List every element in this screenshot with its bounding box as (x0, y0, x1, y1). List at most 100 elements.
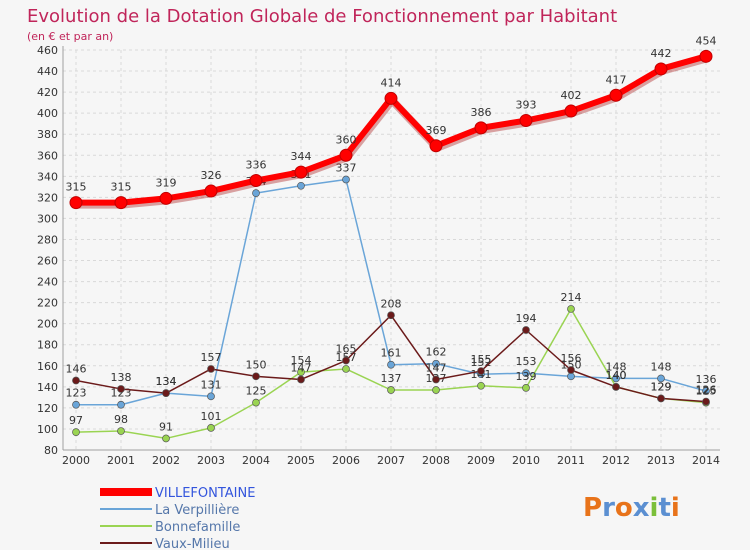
data-point-villefontaine (159, 191, 173, 205)
data-point-la-verpilliere (702, 387, 710, 395)
data-label-villefontaine: 315 (66, 181, 87, 194)
data-label-vaux-milieu: 147 (426, 361, 447, 374)
data-point-villefontaine (294, 165, 308, 179)
data-label-vaux-milieu: 129 (651, 380, 672, 393)
data-label-vaux-milieu: 134 (156, 375, 177, 388)
x-tick-label: 2006 (332, 454, 360, 467)
data-point-la-verpilliere (387, 360, 395, 369)
x-tick-label: 2013 (647, 454, 675, 467)
data-point-bonnefamille (477, 381, 485, 390)
data-point-la-verpilliere (432, 359, 440, 368)
x-tick-label: 2001 (107, 454, 135, 467)
data-point-vaux-milieu (522, 326, 530, 334)
data-label-vaux-milieu: 140 (606, 369, 627, 382)
data-point-villefontaine (339, 148, 353, 162)
data-point-la-verpilliere (567, 372, 575, 381)
data-point-vaux-milieu (207, 365, 215, 373)
chart-title: Evolution de la Dotation Globale de Fonc… (27, 6, 617, 27)
data-point-la-verpilliere (612, 374, 620, 383)
data-point-villefontaine (699, 49, 713, 63)
data-label-vaux-milieu: 155 (471, 353, 492, 366)
data-point-la-verpilliere (297, 181, 305, 190)
data-label-vaux-milieu: 208 (381, 297, 402, 310)
data-label-villefontaine: 360 (336, 133, 357, 146)
legend-label-la-verpilliere: La Verpillière (155, 503, 239, 518)
data-point-bonnefamille (567, 305, 575, 313)
data-point-la-verpilliere (117, 400, 125, 409)
data-label-vaux-milieu: 146 (66, 363, 87, 376)
y-tick-label: 200 (37, 318, 58, 331)
data-point-vaux-milieu (162, 389, 170, 398)
data-point-vaux-milieu (702, 397, 710, 406)
data-label-la-verpilliere: 123 (66, 387, 87, 400)
y-tick-label: 380 (37, 128, 58, 141)
data-label-villefontaine: 386 (471, 106, 492, 119)
data-point-bonnefamille (117, 427, 125, 435)
data-label-villefontaine: 402 (561, 89, 582, 102)
data-label-bonnefamille: 125 (246, 385, 267, 398)
x-tick-label: 2009 (467, 454, 495, 467)
y-tick-label: 100 (37, 423, 58, 436)
proxiti-logo: Proxiti (583, 493, 680, 523)
y-tick-label: 220 (37, 297, 58, 310)
data-label-villefontaine: 369 (426, 124, 447, 137)
data-point-vaux-milieu (387, 311, 395, 320)
data-point-bonnefamille (252, 398, 260, 407)
data-label-bonnefamille: 214 (561, 291, 582, 304)
data-point-la-verpilliere (252, 189, 260, 198)
y-tick-label: 260 (37, 255, 58, 268)
data-point-bonnefamille (387, 386, 395, 394)
x-tick-label: 2007 (377, 454, 405, 467)
y-tick-label: 420 (37, 86, 58, 99)
data-point-vaux-milieu (432, 375, 440, 384)
x-tick-label: 2014 (692, 454, 720, 467)
data-label-villefontaine: 442 (651, 47, 672, 60)
data-label-villefontaine: 344 (291, 150, 312, 163)
x-tick-label: 2005 (287, 454, 315, 467)
data-point-villefontaine (474, 121, 488, 135)
x-tick-label: 2008 (422, 454, 450, 467)
x-tick-label: 2011 (557, 454, 585, 467)
data-point-villefontaine (114, 196, 128, 210)
data-point-villefontaine (654, 62, 668, 76)
data-point-villefontaine (384, 91, 398, 105)
data-point-bonnefamille (297, 368, 305, 376)
data-label-vaux-milieu: 194 (516, 312, 537, 325)
data-point-villefontaine (564, 104, 578, 118)
y-tick-label: 180 (37, 339, 58, 352)
data-point-la-verpilliere (72, 400, 80, 409)
data-label-la-verpilliere: 153 (516, 355, 537, 368)
data-label-bonnefamille: 129 (651, 380, 672, 393)
data-label-vaux-milieu: 126 (696, 384, 717, 397)
data-point-villefontaine (204, 184, 218, 198)
y-tick-label: 80 (44, 444, 58, 457)
data-label-la-verpilliere: 148 (651, 360, 672, 373)
data-label-bonnefamille: 139 (516, 370, 537, 383)
y-tick-label: 360 (37, 149, 58, 162)
data-point-villefontaine (609, 88, 623, 102)
data-label-vaux-milieu: 156 (561, 352, 582, 365)
data-label-la-verpilliere: 134 (156, 375, 177, 388)
data-point-villefontaine (69, 196, 83, 210)
data-point-vaux-milieu (612, 382, 620, 391)
y-tick-label: 320 (37, 191, 58, 204)
data-point-la-verpilliere (342, 175, 350, 184)
x-tick-label: 2000 (62, 454, 90, 467)
x-tick-label: 2002 (152, 454, 180, 467)
data-label-villefontaine: 414 (381, 76, 402, 89)
data-point-la-verpilliere (522, 369, 530, 378)
data-label-vaux-milieu: 165 (336, 343, 357, 356)
chart-subtitle: (en € et par an) (27, 30, 113, 43)
data-point-villefontaine (429, 139, 443, 153)
data-point-bonnefamille (432, 386, 440, 394)
data-point-bonnefamille (207, 424, 215, 432)
y-tick-label: 160 (37, 360, 58, 373)
data-point-vaux-milieu (72, 376, 80, 385)
data-label-bonnefamille: 137 (381, 372, 402, 385)
y-tick-label: 280 (37, 233, 58, 246)
data-point-bonnefamille (522, 384, 530, 392)
data-label-villefontaine: 315 (111, 181, 132, 194)
data-label-vaux-milieu: 138 (111, 371, 132, 384)
data-point-la-verpilliere (207, 392, 215, 401)
